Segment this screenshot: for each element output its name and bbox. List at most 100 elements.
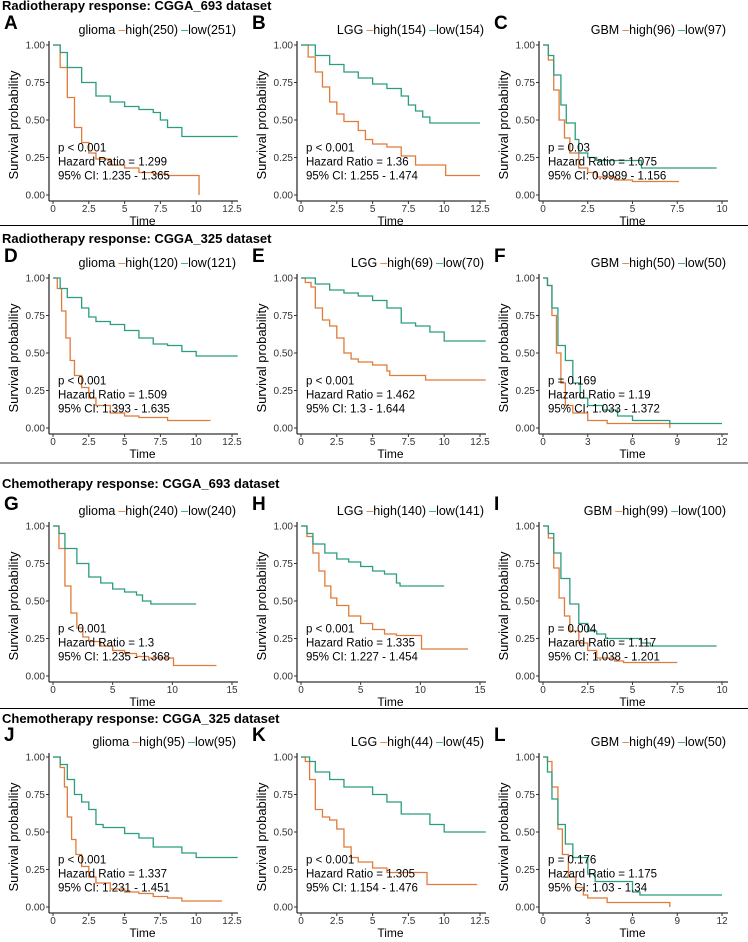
x-axis-title: Time [377, 447, 404, 461]
x-tick-label: 12.5 [470, 204, 490, 215]
km-curve-high [53, 44, 200, 195]
legend-title: GBM [591, 735, 619, 749]
x-tick-label: 6 [630, 916, 636, 927]
y-tick-label: 0.25 [26, 634, 46, 645]
legend-low-key: – [429, 23, 436, 37]
p-value: p = 0.169 [548, 376, 596, 388]
x-tick-label: 5 [630, 204, 636, 215]
x-tick-label: 9 [674, 437, 680, 448]
legend-high-label: high(120) [125, 256, 178, 270]
legend-low-key: – [436, 735, 443, 749]
x-axis-title: Time [377, 695, 404, 709]
x-tick-label: 0 [540, 916, 546, 927]
x-tick-label: 7.5 [401, 916, 415, 927]
legend-title: LGG [337, 23, 363, 37]
x-tick-label: 0 [540, 437, 546, 448]
x-axis-title: Time [619, 214, 646, 228]
legend-low-label: low(100) [678, 504, 726, 518]
p-value: p < 0.001 [306, 376, 354, 388]
confidence-interval: 95% CI: 1.231 - 1.451 [58, 883, 170, 895]
legend-low-key: – [678, 735, 685, 749]
x-tick-label: 5 [122, 204, 128, 215]
x-tick-label: 5 [358, 685, 364, 696]
x-tick-label: 10 [415, 685, 427, 696]
legend-high-label: high(50) [629, 256, 675, 270]
y-tick-label: 0.50 [274, 597, 294, 608]
legend-high-label: high(99) [622, 504, 668, 518]
legend-low-key: – [181, 504, 188, 518]
x-tick-label: 15 [474, 685, 486, 696]
y-tick-label: 0.25 [26, 386, 46, 397]
hazard-ratio: Hazard Ratio = 1.117 [548, 638, 656, 650]
x-tick-label: 10 [191, 916, 203, 927]
panel-letter: B [252, 13, 266, 34]
x-axis-title: Time [129, 926, 156, 940]
x-tick-label: 5 [630, 685, 636, 696]
x-tick-label: 7.5 [153, 204, 167, 215]
x-tick-label: 12 [716, 916, 728, 927]
x-tick-label: 12.5 [222, 204, 242, 215]
y-tick-label: 0.50 [274, 349, 294, 360]
legend-title: LGG [351, 256, 377, 270]
legend-high-key: – [622, 23, 629, 37]
x-tick-label: 2.5 [82, 437, 96, 448]
legend-high-key: – [118, 256, 125, 270]
y-axis-title: Survival probability [496, 782, 511, 892]
x-tick-label: 0 [298, 685, 304, 696]
y-tick-label: 0.75 [274, 790, 294, 801]
y-axis-title: Survival probability [6, 303, 21, 413]
y-tick-label: 0.25 [516, 865, 536, 876]
legend-low-label: low(154) [436, 23, 484, 37]
section-divider [0, 462, 748, 464]
legend-high-label: high(49) [629, 735, 675, 749]
km-curve-high [53, 277, 211, 422]
legend: glioma –high(120) –low(121) [79, 256, 237, 270]
panel-letter: F [494, 246, 506, 267]
y-tick-label: 0.75 [274, 78, 294, 89]
x-tick-label: 0 [50, 204, 56, 215]
y-tick-label: 1.00 [26, 753, 46, 764]
p-value: p < 0.001 [306, 624, 354, 636]
km-plot-L: L GBM –high(49) –low(50)0.000.250.500.751.0… [494, 725, 728, 940]
legend-high-label: high(96) [629, 23, 675, 37]
legend-high-label: high(250) [125, 23, 178, 37]
confidence-interval: 95% CI: 1.393 - 1.635 [58, 404, 170, 416]
km-curve-low [53, 277, 238, 357]
y-tick-label: 0.50 [26, 349, 46, 360]
legend-low-label: low(97) [685, 23, 726, 37]
hazard-ratio: Hazard Ratio = 1.175 [548, 869, 657, 881]
y-axis-title: Survival probability [496, 551, 511, 661]
legend-low-label: low(50) [685, 256, 726, 270]
y-axis-title: Survival probability [496, 70, 511, 180]
legend-low-label: low(251) [188, 23, 236, 37]
legend-high-key: – [615, 504, 622, 518]
legend-low-key: – [436, 256, 443, 270]
x-tick-label: 2.5 [82, 916, 96, 927]
legend: LGG –high(140) –low(141) [337, 504, 484, 518]
x-tick-label: 5 [370, 916, 376, 927]
x-axis-title: Time [619, 695, 646, 709]
legend-high-label: high(240) [125, 504, 178, 518]
legend-low-label: low(70) [443, 256, 484, 270]
confidence-interval: 95% CI: 1.033 - 1.372 [548, 404, 660, 416]
x-tick-label: 7.5 [401, 437, 415, 448]
y-tick-label: 0.00 [516, 903, 536, 914]
y-tick-label: 1.00 [516, 274, 536, 285]
legend-low-label: low(50) [685, 735, 726, 749]
confidence-interval: 95% CI: 1.235 - 1.368 [58, 652, 170, 664]
km-curve-low [301, 525, 445, 587]
p-value: p < 0.001 [58, 376, 106, 388]
section-title-chemotherapy-693: Chemotherapy response: CGGA_693 dataset [2, 476, 280, 491]
legend-title: glioma [92, 735, 129, 749]
legend-high-label: high(69) [387, 256, 433, 270]
km-curve-high [53, 525, 217, 667]
km-plot-F: F GBM –high(50) –low(50)0.000.250.500.751.0… [494, 246, 728, 461]
x-axis-title: Time [619, 926, 646, 940]
x-tick-label: 7.5 [401, 204, 415, 215]
panel-letter: J [4, 725, 15, 746]
x-tick-label: 0 [298, 916, 304, 927]
x-tick-label: 0 [50, 437, 56, 448]
km-plot-H: H LGG –high(140) –low(141)0.000.250.500.751… [252, 494, 486, 709]
